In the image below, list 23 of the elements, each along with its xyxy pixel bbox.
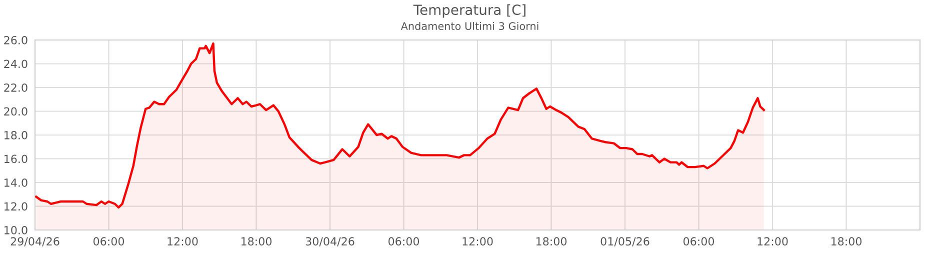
x-tick-label: 06:00 — [683, 237, 714, 246]
y-tick-label: 18.0 — [4, 130, 28, 140]
chart-title: Temperatura [C] — [413, 4, 526, 18]
x-tick-label: 06:00 — [388, 237, 420, 246]
x-tick-label: 01/05/26 — [600, 237, 650, 246]
y-tick-label: 20.0 — [4, 107, 28, 116]
y-tick-label: 10.0 — [4, 226, 28, 234]
x-tick-label: 18:00 — [241, 237, 272, 246]
x-tick-label: 12:00 — [462, 237, 493, 246]
y-tick-label: 24.0 — [4, 60, 28, 68]
x-tick-label: 29/04/26 — [10, 237, 60, 246]
x-tick-label: 12:00 — [758, 237, 788, 246]
x-tick-label: 18:00 — [831, 237, 862, 246]
chart-subtitle: Andamento Ultimi 3 Giorni — [400, 22, 538, 30]
y-tick-label: 14.0 — [4, 178, 28, 187]
x-tick-label: 18:00 — [536, 237, 567, 246]
y-tick-label: 12.0 — [4, 202, 28, 211]
x-tick-label: 06:00 — [93, 237, 124, 246]
x-tick-label: 12:00 — [168, 237, 198, 246]
y-tick-label: 16.0 — [4, 154, 28, 164]
y-tick-label: 26.0 — [4, 36, 28, 44]
y-tick-label: 22.0 — [4, 83, 28, 92]
x-tick-label: 30/04/26 — [306, 237, 354, 246]
